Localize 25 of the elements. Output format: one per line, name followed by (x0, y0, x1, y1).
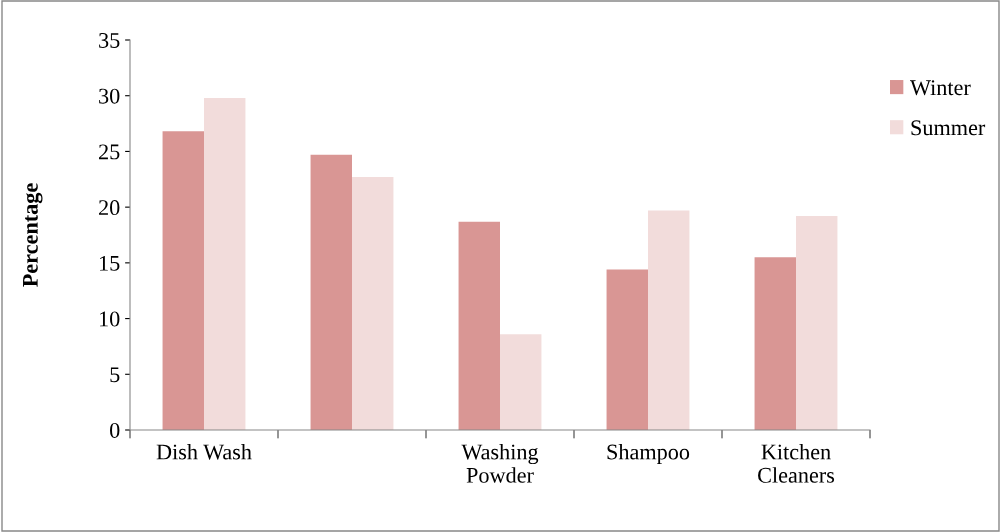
bar (754, 257, 796, 430)
y-tick-label: 35 (99, 32, 120, 48)
y-tick-label: 20 (99, 200, 120, 216)
bar (352, 177, 394, 430)
bar (796, 216, 838, 430)
bar (162, 131, 204, 430)
bar (204, 97, 246, 430)
y-axis-title: Percentage (23, 183, 43, 287)
legend-label: Summer (911, 120, 986, 136)
y-tick-label: 5 (110, 367, 120, 383)
x-tick-label: Dish Wash (156, 443, 252, 460)
bar (500, 334, 542, 430)
x-tick-label: Shampoo (607, 443, 690, 465)
y-tick-label: 15 (100, 255, 120, 271)
y-tick-label: 25 (99, 144, 120, 160)
bar (606, 269, 648, 430)
bar (310, 154, 352, 430)
legend-label: Winter (910, 80, 971, 96)
y-tick-label: 30 (99, 88, 120, 104)
y-tick-label: 0 (110, 422, 120, 438)
x-tick-label: Kitchen Cleaners (758, 443, 835, 483)
bar (648, 210, 690, 430)
x-tick-label: Washing Powder (461, 443, 539, 483)
y-tick-label: 10 (100, 311, 120, 327)
bar (458, 221, 500, 430)
